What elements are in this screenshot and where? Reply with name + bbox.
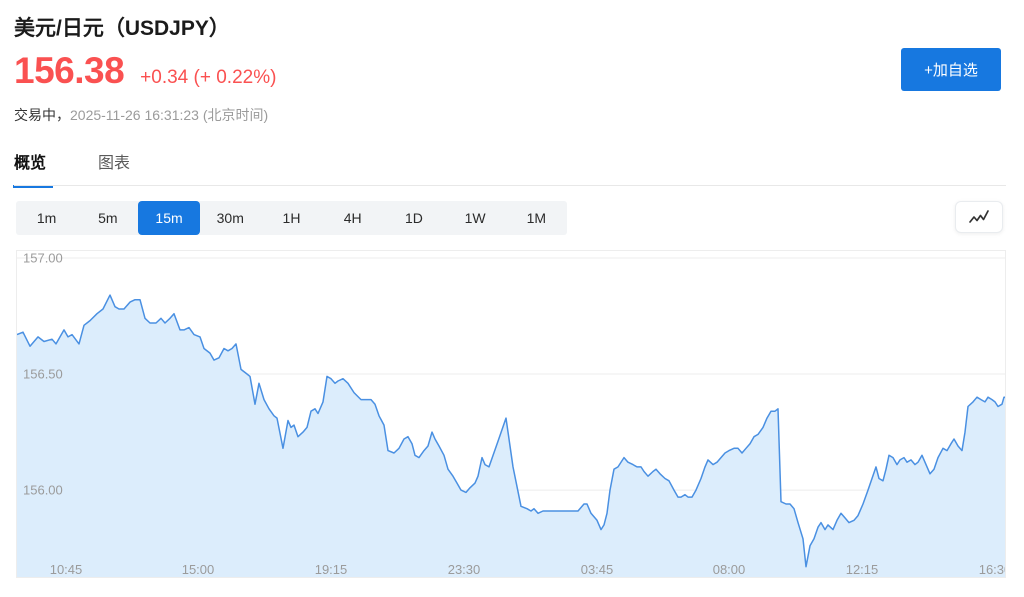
- chart-type-button[interactable]: [955, 201, 1003, 233]
- x-axis-label: 10:45: [49, 562, 83, 577]
- x-axis-label: 16:30: [978, 562, 1005, 577]
- line-chart-icon: [967, 209, 991, 225]
- x-axis-label: 03:45: [580, 562, 614, 577]
- price-change: +0.34 (+ 0.22%): [140, 67, 277, 88]
- x-axis-label: 15:00: [181, 562, 215, 577]
- interval-button-4h[interactable]: 4H: [343, 210, 362, 226]
- interval-selector: 1m 5m 15m 30m 1H 4H 1D 1W 1M: [16, 201, 567, 235]
- quote-timestamp: 2025-11-26 16:31:23 (北京时间): [70, 107, 269, 123]
- x-axis-label: 12:15: [845, 562, 879, 577]
- interval-button-15m[interactable]: 15m: [138, 201, 200, 235]
- y-axis-label: 157.00: [23, 250, 63, 266]
- interval-button-1m[interactable]: 1m: [36, 210, 57, 226]
- price-row: 156.38 +0.34 (+ 0.22%): [14, 50, 276, 92]
- price-line: [17, 294, 1005, 568]
- price-chart[interactable]: 157.00 156.50 156.00 10:45 15:00 19:15 23:30 03…: [16, 250, 1006, 578]
- tabs-divider: [14, 185, 1006, 186]
- tab-overview[interactable]: 概览: [12, 149, 54, 188]
- tabs: 概览 图表: [12, 149, 131, 188]
- last-price: 156.38: [14, 50, 125, 91]
- interval-button-1h[interactable]: 1H: [282, 210, 301, 226]
- price-area-fill: [17, 295, 1005, 577]
- tab-chart[interactable]: 图表: [98, 155, 131, 172]
- add-watchlist-button[interactable]: +加自选: [901, 48, 1001, 91]
- trading-status: 交易中，: [14, 107, 70, 123]
- x-axis-label: 23:30: [447, 562, 481, 577]
- x-axis-label: 08:00: [712, 562, 746, 577]
- x-axis-label: 19:15: [314, 562, 348, 577]
- interval-button-30m[interactable]: 30m: [216, 210, 244, 226]
- y-axis-label: 156.50: [23, 366, 63, 382]
- interval-button-1m-month[interactable]: 1M: [526, 210, 547, 226]
- chart-canvas: [17, 257, 1005, 577]
- status-row: 交易中，2025-11-26 16:31:23 (北京时间): [14, 105, 268, 125]
- y-axis-label: 156.00: [23, 482, 63, 498]
- interval-button-5m[interactable]: 5m: [98, 210, 118, 226]
- interval-button-1d[interactable]: 1D: [404, 210, 423, 226]
- interval-button-1w[interactable]: 1W: [464, 210, 486, 226]
- page-title: 美元/日元（USDJPY）: [14, 17, 230, 40]
